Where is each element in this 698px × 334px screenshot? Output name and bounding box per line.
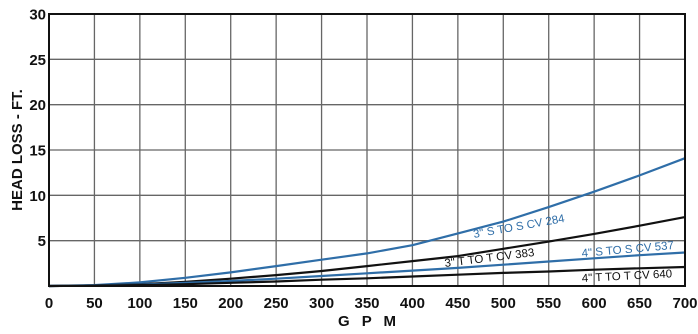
x-tick-label: 450 [445,295,470,312]
y-tick-label: 15 [29,143,46,160]
x-tick-label: 600 [582,295,607,312]
x-tick-label: 500 [491,295,516,312]
y-tick-label: 25 [29,52,46,69]
x-axis-title: G P M [338,313,396,330]
x-tick-label: 200 [218,295,243,312]
y-tick-label: 20 [29,97,46,114]
x-tick-label: 350 [354,295,379,312]
series-line-4 [48,265,686,288]
series-lines [48,157,686,288]
x-tick-label: 400 [400,295,425,312]
x-tick-label: 650 [627,295,652,312]
x-tick-label: 100 [127,295,152,312]
x-tick-label: 250 [264,295,289,312]
grid [48,13,686,287]
x-tick-label: 300 [309,295,334,312]
plot-frame [48,13,686,287]
x-tick-label: 50 [86,295,103,312]
y-tick-label: 5 [38,233,46,250]
series-label-4: 4" T TO T CV 640 [582,268,673,285]
x-tick-label: 0 [45,295,53,312]
y-axis-title: HEAD LOSS - FT. [9,89,26,211]
x-tick-label: 550 [536,295,561,312]
y-tick-labels: 5 10 15 20 25 30 [29,7,46,251]
x-tick-label: 700 [672,295,697,312]
x-tick-labels: 0 50 100 150 200 250 300 350 400 450 500 550 600 650 7… [45,295,698,312]
y-tick-label: 30 [29,7,46,24]
series-line-1 [48,157,686,288]
x-tick-label: 150 [173,295,198,312]
y-tick-label: 10 [29,188,46,205]
